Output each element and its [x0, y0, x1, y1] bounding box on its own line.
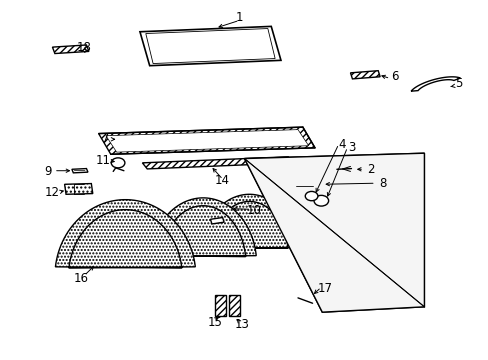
Text: 5: 5	[454, 77, 461, 90]
Text: 12: 12	[45, 186, 60, 199]
Text: 2: 2	[366, 163, 374, 176]
Polygon shape	[247, 193, 333, 242]
Text: 1: 1	[235, 11, 243, 24]
Polygon shape	[52, 45, 89, 54]
Polygon shape	[106, 130, 308, 152]
Text: 4: 4	[337, 138, 345, 151]
Polygon shape	[72, 168, 88, 173]
Polygon shape	[201, 194, 297, 248]
Circle shape	[305, 192, 317, 201]
Text: 18: 18	[77, 41, 91, 54]
Polygon shape	[142, 157, 292, 169]
Text: 14: 14	[215, 174, 230, 186]
Polygon shape	[244, 153, 424, 312]
Text: 15: 15	[207, 316, 223, 329]
Circle shape	[313, 195, 328, 206]
Circle shape	[111, 158, 124, 168]
Polygon shape	[140, 26, 281, 66]
Polygon shape	[210, 217, 224, 224]
Text: 7: 7	[102, 132, 109, 145]
Text: 13: 13	[234, 318, 249, 331]
Text: 11: 11	[96, 154, 111, 167]
Polygon shape	[410, 77, 459, 91]
Ellipse shape	[292, 183, 312, 189]
Text: 8: 8	[379, 177, 386, 190]
Text: 16: 16	[74, 272, 89, 285]
Polygon shape	[64, 184, 93, 194]
Polygon shape	[215, 295, 225, 316]
Text: 17: 17	[317, 283, 331, 296]
Text: 10: 10	[246, 204, 261, 217]
Polygon shape	[99, 127, 314, 154]
Text: 3: 3	[347, 141, 354, 154]
Polygon shape	[244, 153, 424, 312]
Polygon shape	[145, 28, 275, 64]
Polygon shape	[55, 200, 195, 268]
Text: 9: 9	[44, 165, 51, 177]
Polygon shape	[228, 295, 239, 316]
Polygon shape	[150, 198, 256, 257]
Circle shape	[337, 166, 345, 172]
Text: 6: 6	[391, 70, 398, 83]
Polygon shape	[350, 71, 379, 79]
